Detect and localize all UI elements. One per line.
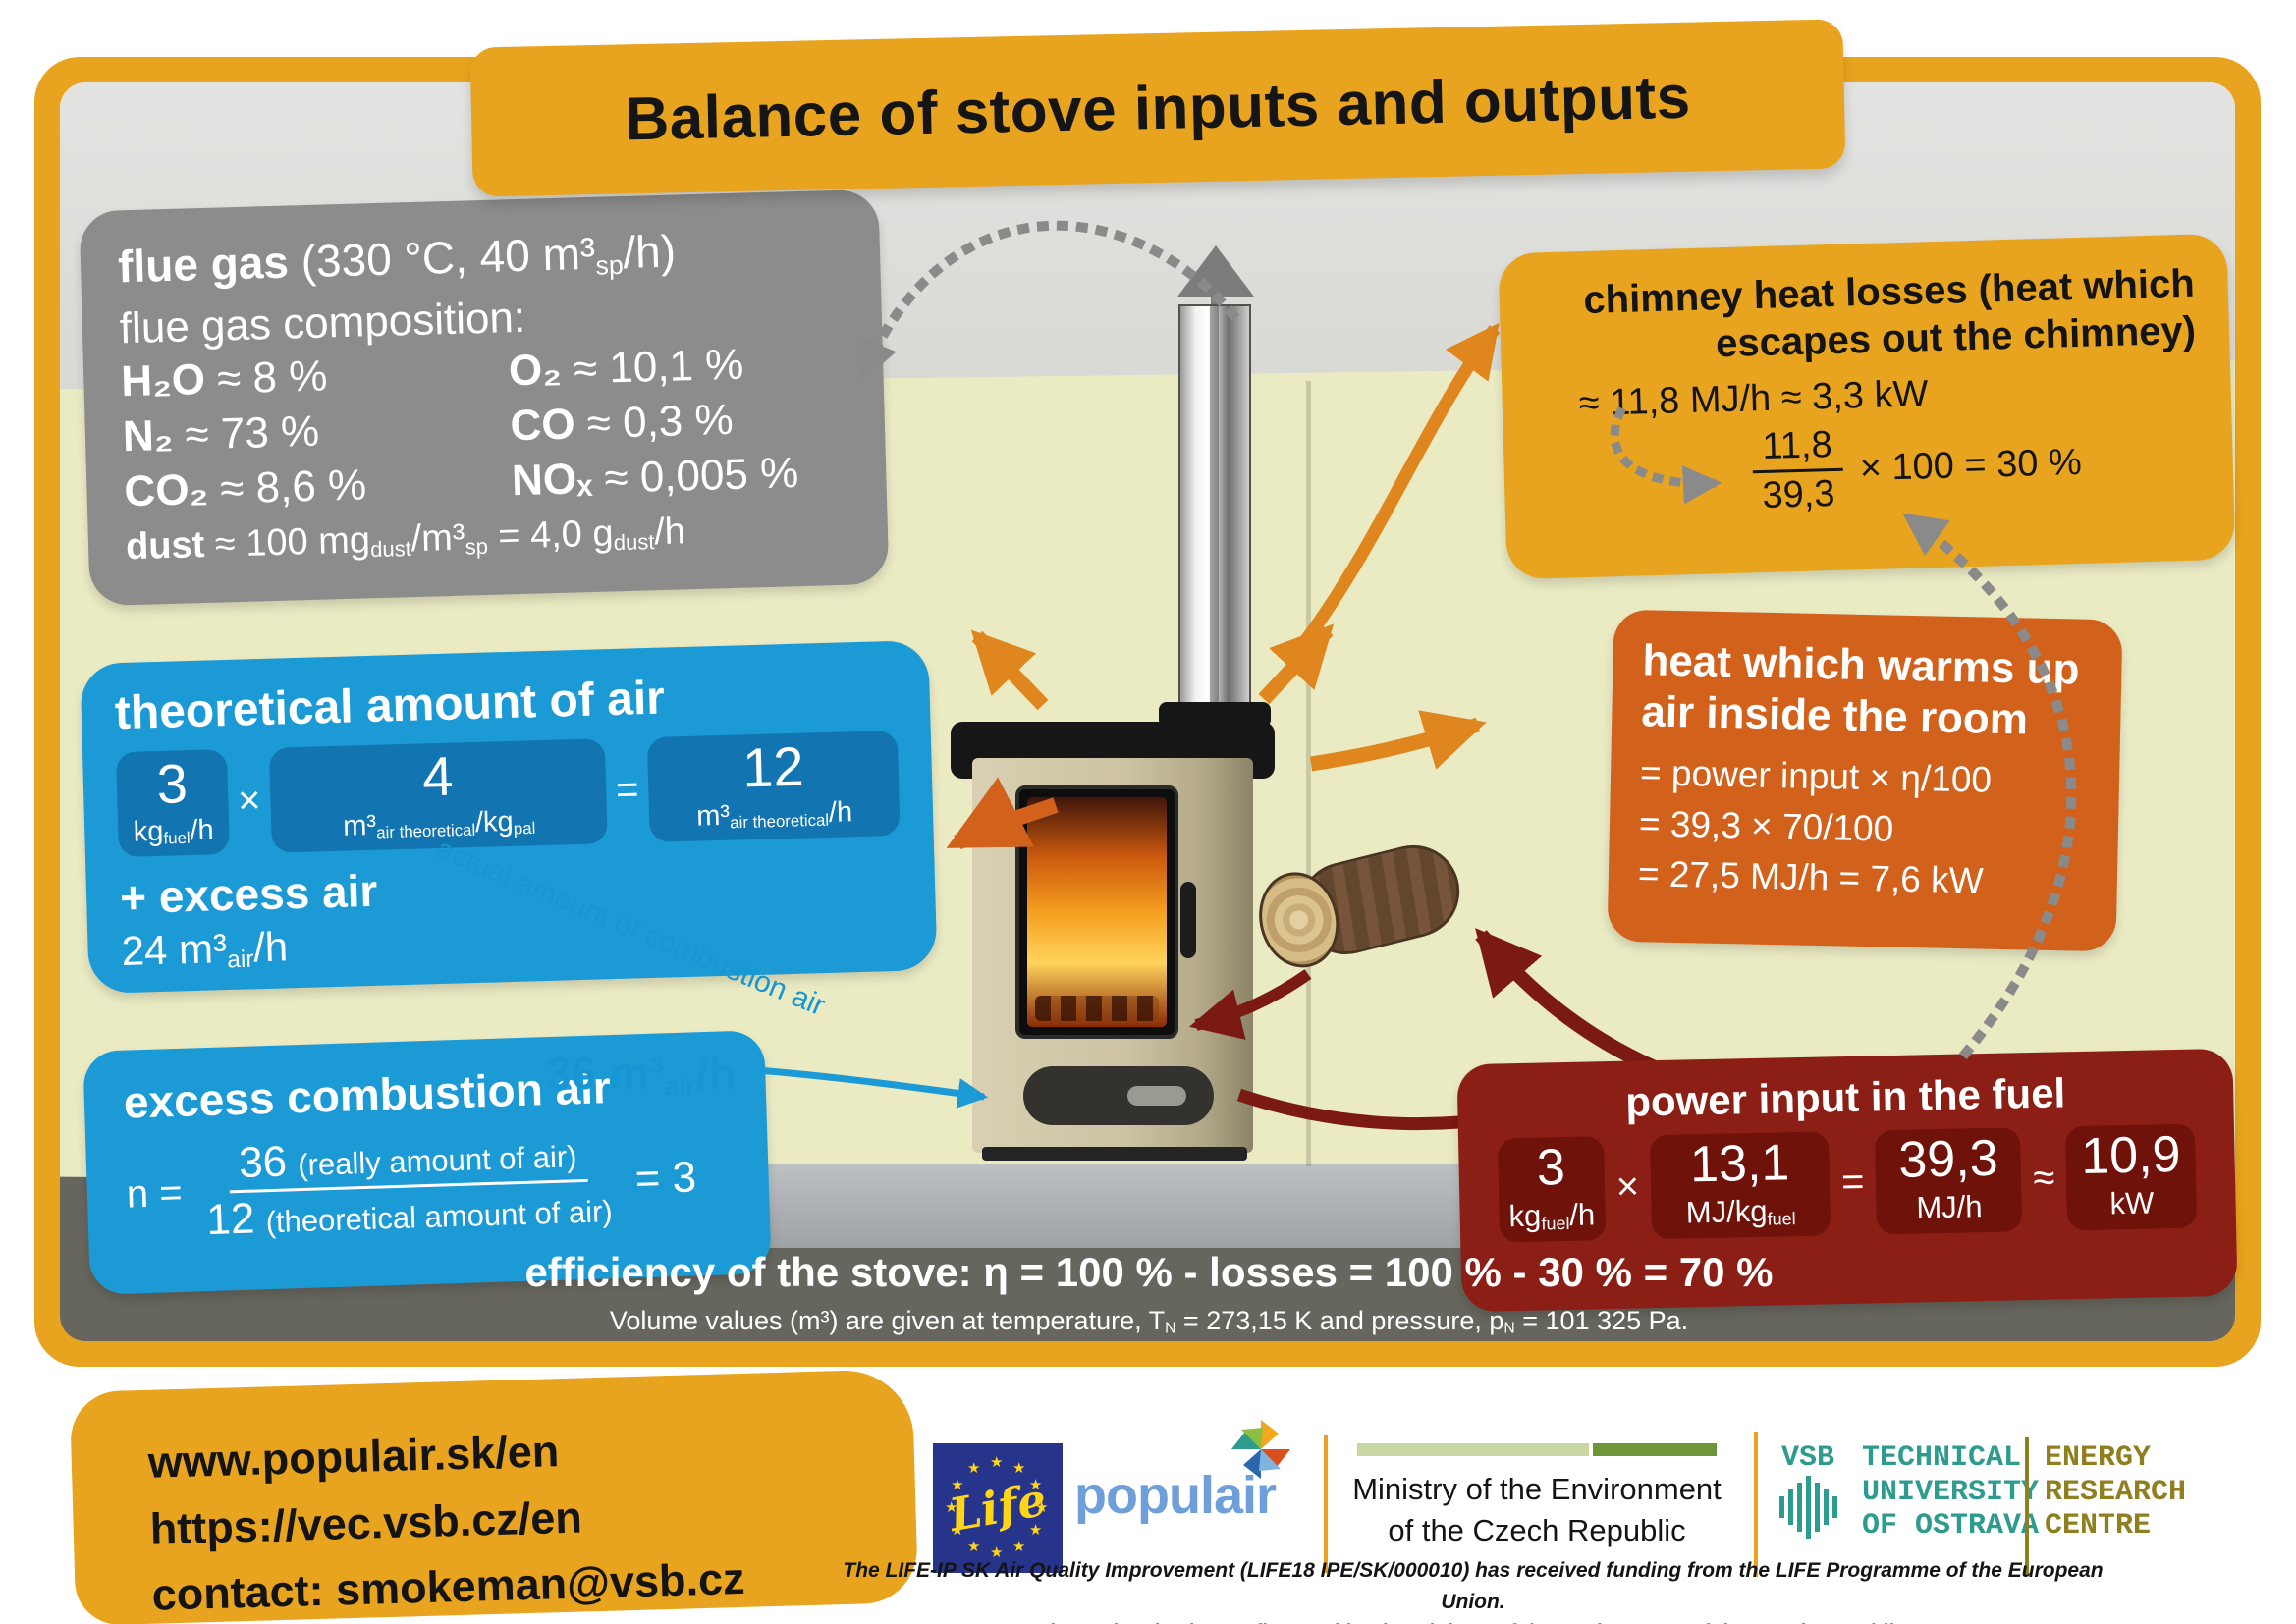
ministry-bar-dark — [1593, 1443, 1717, 1456]
flue-gas-n2: N₂ ≈ 73 % — [122, 406, 320, 461]
fire-glow — [1027, 797, 1167, 1027]
approx-operator: ≈ — [2032, 1156, 2055, 1201]
room-heat-formulas: = power input × η/100 = 39,3 × 70/100 = … — [1637, 747, 2090, 909]
value-chip: 12 m³air theoretical/h — [647, 730, 901, 843]
stove-door-handle — [1180, 882, 1196, 958]
wall-corner — [1306, 381, 1311, 1166]
value-chip: 3 kgfuel/h — [116, 748, 230, 858]
value-chip: 3 kgfuel/h — [1497, 1136, 1606, 1243]
room-heat-line: = 39,3 × 70/100 — [1638, 802, 1894, 849]
actual-air-flow-value: 36 m³air/h — [546, 1048, 737, 1101]
theoretical-air-title: theoretical amount of air — [114, 672, 666, 740]
ash-drawer-handle — [1127, 1086, 1186, 1106]
poster-title: Balance of stove inputs and outputs — [624, 63, 1692, 153]
ministry-logo: Ministry of the Environment of the Czech… — [1352, 1472, 1722, 1547]
flue-up-arrow-icon — [1177, 245, 1254, 297]
efficiency-note: Volume values (m³) are given at temperat… — [609, 1306, 1689, 1337]
vsb-logo-name: VSB — [1781, 1441, 1835, 1475]
flue-gas-title: flue gas (330 °C, 40 m³sp/h) — [117, 225, 677, 293]
vsb-university-label: TECHNICAL UNIVERSITY OF OSTRAVA — [1862, 1441, 2040, 1543]
eu-star-icon: ★ — [1012, 1460, 1026, 1478]
fraction-numerator: 11,8 — [1751, 423, 1843, 474]
fraction-denominator: 39,3 — [1761, 472, 1836, 517]
value-chip: 10,9 kW — [2065, 1123, 2198, 1231]
fraction-result: × 100 = 30 % — [1859, 441, 2083, 490]
room-heat-line: = power input × η/100 — [1639, 752, 1993, 800]
theoretical-air-formula: 3 kgfuel/h × 4 m³air theoretical/kgpal =… — [116, 730, 901, 858]
fine-print-line: The LIFE-IP SK Air Quality Improvement (… — [843, 1559, 2104, 1613]
excess-result: = 3 — [633, 1152, 697, 1203]
footer-divider — [1754, 1432, 1758, 1577]
efficiency-strip: efficiency of the stove: η = 100 % - los… — [462, 1249, 1836, 1336]
equals-operator: = — [1840, 1161, 1865, 1205]
ministry-bar-light — [1357, 1443, 1589, 1456]
contact-box: www.populair.sk/en https://vec.vsb.cz/en… — [69, 1369, 919, 1624]
title-banner: Balance of stove inputs and outputs — [469, 19, 1846, 197]
flue-gas-co2: CO₂ ≈ 8,6 % — [123, 460, 367, 516]
pinwheel-icon — [1231, 1420, 1290, 1479]
flue-gas-dust: dust ≈ 100 mgdust/m³sp = 4,0 gdust/h — [125, 511, 686, 568]
room-heat-title: heat which warms up air inside the room — [1640, 636, 2080, 744]
eu-star-icon: ★ — [951, 1477, 964, 1493]
populair-logo: populair — [1074, 1466, 1277, 1525]
burning-logs — [1035, 996, 1159, 1021]
eu-star-icon: ★ — [967, 1460, 981, 1478]
times-operator: × — [237, 779, 262, 823]
eu-star-icon: ★ — [990, 1544, 1004, 1561]
times-operator: × — [1615, 1164, 1640, 1210]
chimney-pipe-shading — [1210, 306, 1219, 730]
footer-divider — [1324, 1435, 1328, 1573]
power-input-title: power input in the fuel — [1624, 1069, 2066, 1125]
vsb-soundwave-icon — [1779, 1473, 1837, 1542]
eu-star-icon: ★ — [951, 1522, 964, 1539]
eu-star-icon: ★ — [1035, 1499, 1049, 1516]
eu-star-icon: ★ — [990, 1454, 1004, 1471]
value-chip: 39,3 MJ/h — [1875, 1127, 2023, 1235]
chimney-pipe — [1178, 304, 1251, 731]
flue-gas-co: CO ≈ 0,3 % — [509, 395, 735, 451]
flue-gas-h2o: H₂O ≈ 8 % — [120, 352, 328, 406]
chimney-losses-title: chimney heat losses (heat which escapes … — [1582, 261, 2197, 366]
footer-divider — [2025, 1437, 2029, 1575]
n-equals: n = — [126, 1170, 184, 1217]
value-chip: 13,1 MJ/kgfuel — [1650, 1131, 1831, 1239]
power-input-formula: 3 kgfuel/h × 13,1 MJ/kgfuel = 39,3 MJ/h … — [1482, 1123, 2213, 1243]
eu-life-logo: Life ★ ★ ★ ★ ★ ★ ★ ★ ★ ★ ★ ★ — [933, 1443, 1063, 1573]
stove-base — [982, 1147, 1247, 1161]
flue-gas-box: flue gas (330 °C, 40 m³sp/h) flue gas co… — [79, 189, 890, 607]
theoretical-air-box: theoretical amount of air 3 kgfuel/h × 4… — [80, 640, 938, 994]
funding-fine-print: The LIFE-IP SK Air Quality Improvement (… — [825, 1555, 2121, 1624]
eu-star-icon: ★ — [1028, 1477, 1043, 1493]
room-heat-line: = 27,5 MJ/h = 7,6 kW — [1637, 853, 1984, 901]
chimney-losses-box: chimney heat losses (heat which escapes … — [1498, 233, 2236, 580]
flue-gas-composition: H₂O ≈ 8 % O₂ ≈ 10,1 % N₂ ≈ 73 % CO ≈ 0,3… — [121, 338, 849, 517]
flue-gas-o2: O₂ ≈ 10,1 % — [508, 340, 744, 396]
equals-operator: = — [615, 768, 640, 813]
flue-gas-nox: NOₓ ≈ 0,005 % — [511, 449, 799, 506]
chimney-losses-fraction: 11,8 39,3 × 100 = 30 % — [1751, 414, 2201, 518]
eu-star-icon: ★ — [1012, 1538, 1026, 1555]
excess-air-formula: n = 36 (really amount of air) 12 (theore… — [125, 1123, 731, 1247]
room-heat-box: heat which warms up air inside the room … — [1607, 609, 2123, 952]
value-chip: 4 m³air theoretical/kgpal — [269, 738, 608, 854]
eu-star-icon: ★ — [1028, 1522, 1043, 1539]
eu-star-icon: ★ — [945, 1499, 958, 1516]
energy-research-centre-label: ENERGY RESEARCH CENTRE — [2045, 1441, 2187, 1543]
efficiency-formula: efficiency of the stove: η = 100 % - los… — [524, 1249, 1774, 1295]
fine-print-line: The project is also co-financed by the M… — [825, 1617, 2121, 1624]
eu-star-icon: ★ — [967, 1538, 981, 1555]
